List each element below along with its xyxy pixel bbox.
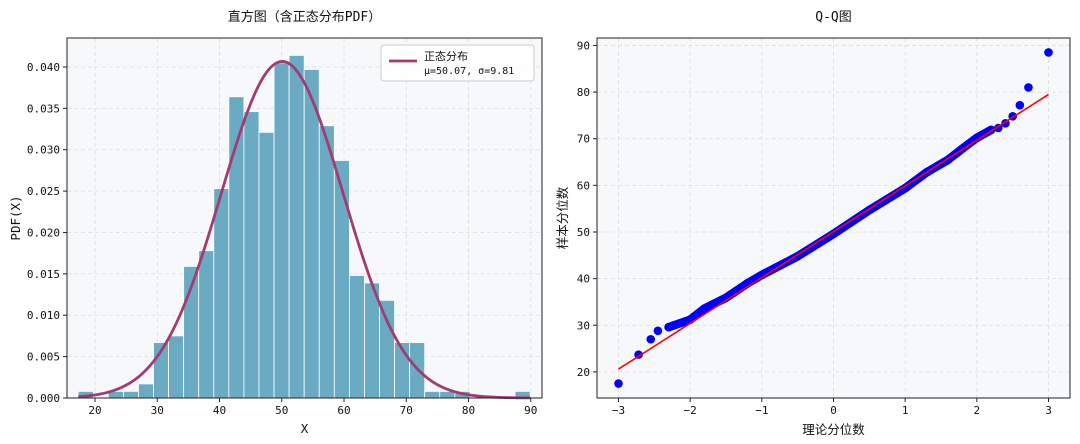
- hist-y-tick-label: 0.000: [27, 392, 60, 405]
- hist-bar: [168, 335, 185, 399]
- hist-x-tick-label: 20: [88, 404, 101, 417]
- hist-bar: [348, 275, 365, 399]
- hist-y-ticks: 0.000 0.005 0.010 0.015 0.020 0.025 0.030 0.035…: [27, 61, 67, 405]
- hist-bar: [138, 383, 154, 399]
- qq-x-tick-label: 0: [830, 404, 837, 417]
- hist-bar: [198, 250, 215, 399]
- qq-y-tick-label: 80: [577, 86, 590, 99]
- hist-bar: [333, 160, 350, 399]
- qq-point: [1015, 100, 1025, 110]
- hist-y-tick-label: 0.035: [27, 102, 60, 115]
- qq-x-ticks: −3 −2 −1 0 1 2 3: [612, 398, 1052, 417]
- qq-y-tick-label: 30: [577, 319, 590, 332]
- hist-bar: [288, 54, 305, 399]
- qq-point: [1044, 48, 1053, 57]
- qq-y-tick-label: 40: [577, 273, 590, 286]
- hist-y-tick-label: 0.030: [27, 144, 60, 157]
- hist-bar: [303, 69, 320, 399]
- hist-x-tick-label: 80: [462, 404, 475, 417]
- legend-label-line2: μ=50.07, σ=9.81: [424, 66, 514, 77]
- hist-bar: [123, 390, 139, 399]
- hist-bars: [77, 54, 531, 399]
- qq-x-tick-label: −3: [612, 404, 625, 417]
- hist-x-tick-label: 40: [213, 404, 226, 417]
- qq-point: [614, 379, 623, 388]
- hist-legend: 正态分布 μ=50.07, σ=9.81: [380, 44, 535, 82]
- qq-x-tick-label: 1: [902, 404, 909, 417]
- hist-bar: [243, 111, 260, 399]
- hist-y-tick-label: 0.005: [27, 351, 60, 364]
- qq-x-tick-label: 2: [974, 404, 981, 417]
- qq-point: [972, 133, 982, 143]
- qq-y-tick-label: 20: [577, 366, 590, 379]
- hist-x-ticks: 20 30 40 50 60 70 80 90: [88, 398, 537, 417]
- hist-axes-frame: [66, 37, 543, 399]
- qq-y-tick-label: 50: [577, 226, 590, 239]
- legend-label-line1: 正态分布: [424, 50, 468, 63]
- hist-x-axis-label: X: [301, 421, 309, 436]
- qq-panel: −3 −2 −1 0 1 2 3 20 30 40 50 60 70 80 90 Q-Q图 理论分位数 样…: [555, 10, 1071, 437]
- qq-point: [829, 229, 838, 239]
- hist-y-tick-label: 0.020: [27, 226, 60, 239]
- qq-x-tick-label: −2: [684, 404, 697, 417]
- hist-x-tick-label: 70: [400, 404, 413, 417]
- hist-bar: [213, 188, 230, 399]
- qq-y-tick-label: 70: [577, 133, 590, 146]
- qq-gridlines: [597, 38, 1070, 398]
- hist-y-tick-label: 0.040: [27, 61, 60, 74]
- qq-point: [900, 183, 910, 193]
- qq-x-axis-label: 理论分位数: [802, 422, 865, 437]
- qq-y-tick-label: 90: [577, 39, 590, 52]
- qq-y-ticks: 20 30 40 50 60 70 80 90: [577, 39, 597, 379]
- hist-y-tick-label: 0.010: [27, 309, 60, 322]
- qq-point: [664, 322, 673, 332]
- qq-point: [700, 304, 709, 313]
- hist-bar: [273, 62, 290, 399]
- hist-x-tick-label: 60: [337, 404, 350, 417]
- hist-y-axis-label: PDF(X): [8, 195, 23, 240]
- qq-fit-line: [618, 93, 1049, 370]
- qq-x-tick-label: −1: [755, 404, 768, 417]
- qq-point: [646, 334, 656, 344]
- qq-x-tick-label: 3: [1045, 404, 1052, 417]
- normal-pdf-curve: [78, 60, 531, 400]
- legend-box: [380, 44, 535, 82]
- hist-x-tick-label: 90: [524, 404, 537, 417]
- hist-y-tick-label: 0.015: [27, 268, 60, 281]
- qq-y-tick-label: 60: [577, 179, 590, 192]
- histogram-panel: 20 30 40 50 60 70 80 90 0.0000.0050.0100.0150.0…: [8, 9, 543, 436]
- hist-bar: [379, 299, 395, 399]
- hist-x-tick-label: 50: [275, 404, 288, 417]
- hist-bar: [258, 131, 275, 399]
- hist-bar: [318, 125, 335, 399]
- hist-x-tick-label: 30: [151, 404, 164, 417]
- hist-y-tick-label: 0.025: [27, 185, 60, 198]
- qq-title: Q-Q图: [815, 10, 851, 25]
- hist-bar: [424, 390, 441, 399]
- qq-point: [1024, 83, 1033, 92]
- qq-point: [653, 326, 663, 336]
- hist-title: 直方图（含正态分布PDF）: [228, 9, 381, 25]
- qq-y-axis-label: 样本分位数: [555, 186, 570, 249]
